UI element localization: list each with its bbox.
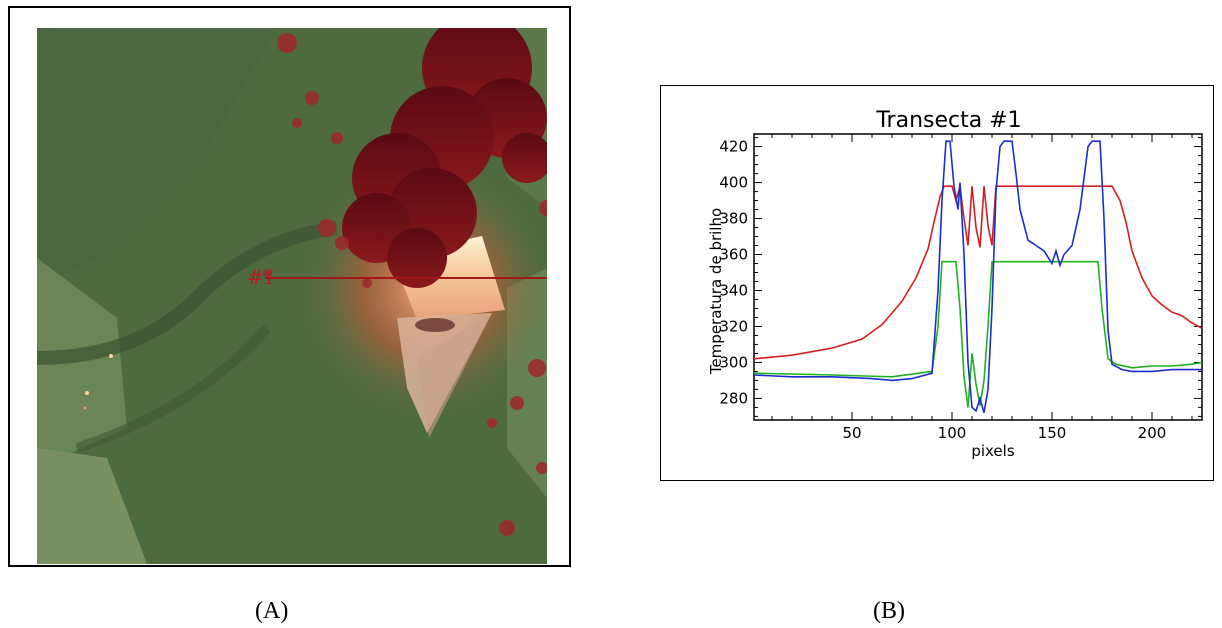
x-tick-label: 200 (1138, 424, 1167, 442)
transect-chart: Transecta #1 280 300 320 340 360 380 400 420 50 1… (707, 108, 1203, 460)
panel-a-frame: #1 (8, 6, 571, 567)
y-tick-label: 360 (719, 246, 748, 264)
series-blue-line (754, 140, 1202, 414)
y-tick-label: 420 (719, 138, 748, 156)
chart-title: Transecta #1 (875, 108, 1021, 133)
y-tick-label: 340 (719, 281, 748, 299)
y-tick-label: 380 (719, 210, 748, 228)
x-axis-label: pixels (971, 442, 1015, 460)
caption-b: (B) (873, 598, 905, 624)
x-tick-label: 100 (938, 424, 967, 442)
plot-area: 280 300 320 340 360 380 400 420 50 100 150 200 (719, 133, 1203, 442)
y-tick-label: 280 (719, 389, 748, 407)
series-red-line (754, 185, 1202, 360)
caption-a: (A) (255, 598, 289, 624)
y-axis-label: Temperatura de brilho (707, 208, 725, 375)
satellite-image: #1 (37, 28, 547, 564)
panel-b-frame: Transecta #1 280 300 320 340 360 380 400 420 50 1… (660, 85, 1214, 481)
y-tick-label: 300 (719, 353, 748, 371)
transect-label: #1 (247, 265, 276, 289)
x-tick-label: 50 (842, 424, 861, 442)
y-tick-label: 400 (719, 174, 748, 192)
series-green-line (754, 260, 1202, 408)
x-tick-label: 150 (1038, 424, 1067, 442)
y-tick-label: 320 (719, 317, 748, 335)
plot-frame (753, 133, 1203, 421)
